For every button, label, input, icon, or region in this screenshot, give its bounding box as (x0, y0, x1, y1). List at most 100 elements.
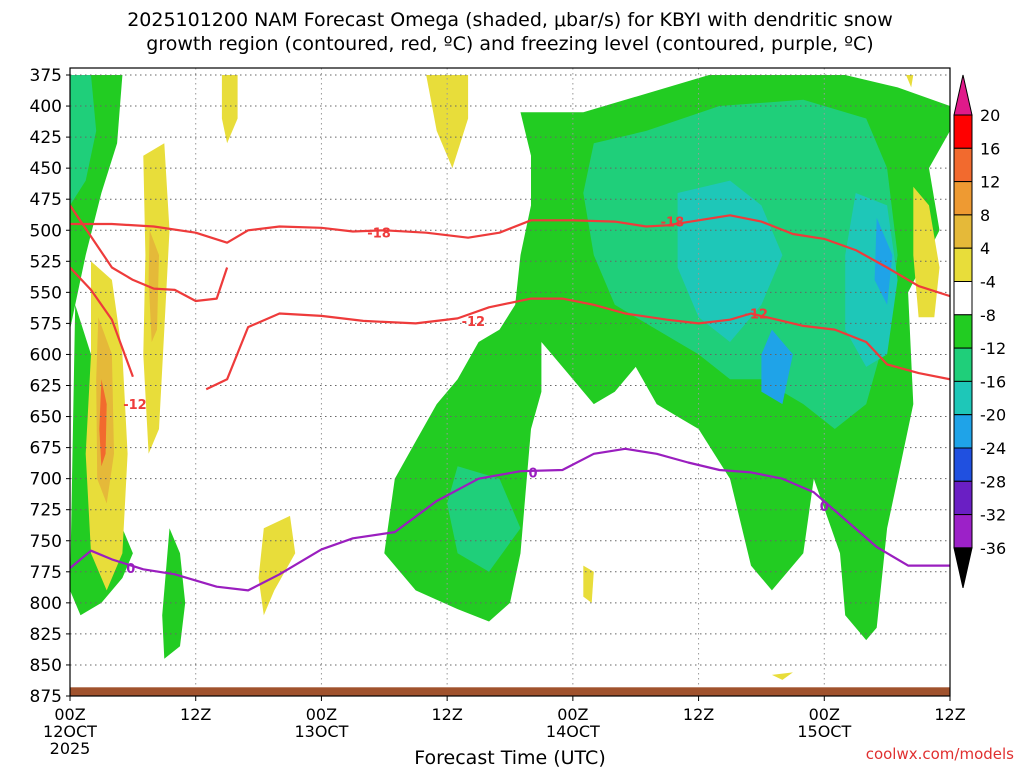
y-tick-label: 475 (30, 190, 62, 210)
x-tick-date: 13OCT (294, 722, 348, 741)
y-tick-label: 775 (30, 563, 62, 583)
omega-region-21 (913, 186, 940, 318)
isotherm-line-3 (70, 204, 229, 303)
plot-frame (69, 67, 951, 697)
colorbar-segment-11 (953, 480, 973, 516)
colorbar-segment-1 (953, 147, 973, 183)
omega-region-3 (162, 528, 186, 659)
x-axis-title: Forecast Time (UTC) (414, 747, 605, 768)
contour-label-7: 0 (820, 500, 829, 515)
y-tick-label: 875 (30, 687, 62, 707)
omega-region-16 (221, 75, 238, 144)
colorbar-label: 8 (980, 206, 990, 225)
contour-label-1: -18 (661, 216, 685, 231)
x-tick-date: 12OCT (43, 722, 97, 741)
colorbar: 20 16 12 8 4 -4 -8 -12 -16 -20 -24 -28 -32 -36 (953, 74, 1006, 589)
omega-region-18 (426, 75, 469, 169)
y-tick-label: 850 (30, 656, 62, 676)
x-tick-label: 00Z (306, 705, 337, 724)
y-axis: 375 400 425 450 475 500 525 550 575 600 625 650 675 7… (30, 66, 70, 707)
isotherm-line-1 (205, 297, 950, 391)
y-tick-label: 400 (30, 97, 62, 117)
omega-region-20 (906, 75, 914, 88)
colorbar-label: -28 (980, 472, 1006, 491)
x-tick-label: 12Z (934, 705, 965, 724)
colorbar-segment-4 (953, 247, 973, 282)
omega-region-22 (771, 672, 793, 680)
x-tick-label: 00Z (809, 705, 840, 724)
y-tick-label: 550 (30, 283, 62, 303)
y-tick-label: 525 (30, 252, 62, 272)
omega-region-10 (447, 466, 521, 572)
colorbar-bottom-arrow (953, 547, 973, 589)
omega-region-1 (70, 75, 97, 206)
colorbar-segment-7 (953, 347, 973, 382)
colorbar-label: 20 (980, 106, 1000, 125)
colorbar-label: -20 (980, 406, 1006, 425)
y-tick-label: 500 (30, 221, 62, 241)
y-tick-label: 725 (30, 501, 62, 521)
contour-label-6: 0 (529, 466, 538, 481)
y-tick-label: 700 (30, 470, 62, 490)
x-tick-date: 14OCT (546, 722, 600, 741)
y-tick-label: 650 (30, 408, 62, 428)
x-tick-label: 12Z (180, 705, 211, 724)
colorbar-segment-0 (953, 114, 973, 149)
terrain-band (70, 687, 950, 696)
y-tick-label: 825 (30, 625, 62, 645)
y-tick-label: 450 (30, 159, 62, 179)
credit-text: coolwx.com/models (866, 745, 1014, 763)
x-tick-label: 00Z (557, 705, 588, 724)
colorbar-segment-9 (953, 414, 973, 449)
contour-label-2: -12 (462, 315, 486, 330)
freezing-level-line-4 (70, 447, 950, 592)
chart-title-line2: growth region (contoured, red, ºC) and f… (146, 33, 873, 55)
y-tick-label: 625 (30, 377, 62, 397)
colorbar-label: -16 (980, 372, 1006, 391)
x-tick-year: 2025 (50, 739, 91, 758)
x-tick-label: 12Z (683, 705, 714, 724)
chart-title-line1: 2025101200 NAM Forecast Omega (shaded, μ… (127, 9, 893, 31)
isotherm-line-2 (70, 266, 134, 378)
y-tick-label: 675 (30, 439, 62, 459)
colorbar-segment-2 (953, 181, 973, 216)
colorbar-segment-10 (953, 447, 973, 482)
colorbar-label: 12 (980, 173, 1000, 192)
colorbar-label: -24 (980, 439, 1006, 458)
terrain-fill (70, 687, 950, 696)
colorbar-segment-12 (953, 514, 973, 549)
colorbar-segment-3 (953, 214, 973, 249)
contour-label-0: -18 (367, 227, 391, 242)
y-tick-label: 425 (30, 128, 62, 148)
omega-region-15 (148, 230, 159, 342)
contour-label-5: 0 (126, 562, 135, 577)
colorbar-label: -32 (980, 506, 1006, 525)
y-tick-label: 800 (30, 594, 62, 614)
colorbar-label: -8 (980, 306, 996, 325)
y-tick-label: 750 (30, 532, 62, 552)
x-tick-date: 15OCT (797, 722, 851, 741)
omega-region-9 (874, 217, 893, 305)
temperature-contours: -18 -18 -12 -12 -12 0 0 0 (70, 204, 950, 592)
colorbar-label: -4 (980, 273, 996, 292)
colorbar-top-arrow (953, 74, 973, 116)
contour-label-3: -12 (744, 307, 768, 322)
plot-grid (70, 68, 950, 696)
x-tick-label: 00Z (54, 705, 85, 724)
omega-region-19 (583, 565, 594, 603)
colorbar-label: -12 (980, 339, 1006, 358)
colorbar-segment-6 (953, 314, 973, 349)
y-tick-label: 575 (30, 314, 62, 334)
colorbar-label: 4 (980, 239, 990, 258)
colorbar-label: -36 (980, 539, 1006, 558)
y-tick-label: 600 (30, 345, 62, 365)
x-tick-label: 12Z (431, 705, 462, 724)
isotherm-line-0 (70, 214, 950, 298)
contour-label-4: -12 (123, 398, 147, 413)
omega-region-14 (99, 379, 107, 467)
colorbar-label: 16 (980, 139, 1000, 158)
colorbar-segment-5 (953, 281, 973, 316)
